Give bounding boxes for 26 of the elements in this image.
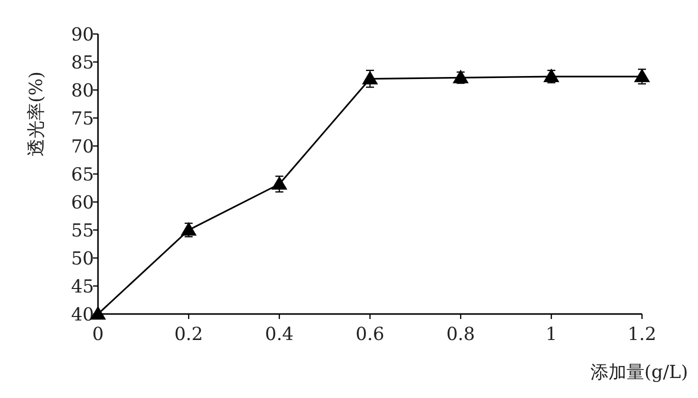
x-tick-label: 0 bbox=[92, 324, 104, 345]
x-tick-label: 0.4 bbox=[265, 324, 294, 345]
y-tick-label: 70 bbox=[71, 136, 94, 158]
x-axis-title: 添加量(g/L) bbox=[590, 362, 688, 383]
x-tick-label: 0.8 bbox=[446, 324, 475, 345]
point bbox=[362, 70, 378, 84]
y-tick-label: 45 bbox=[71, 276, 94, 298]
x-tick-label: 1 bbox=[546, 324, 558, 345]
y-axis-title: 透光率(%) bbox=[26, 71, 47, 157]
y-tick-label: 65 bbox=[71, 164, 94, 186]
point bbox=[634, 68, 650, 82]
y-tick-label: 40 bbox=[71, 304, 94, 326]
point bbox=[543, 68, 560, 82]
point bbox=[180, 222, 197, 236]
y-tick-label: 90 bbox=[71, 24, 94, 46]
x-tick-label: 1.2 bbox=[628, 324, 656, 345]
y-tick-label: 75 bbox=[71, 108, 94, 130]
y-tick-label: 55 bbox=[71, 220, 94, 242]
point bbox=[271, 176, 288, 190]
x-tick-label: 0.2 bbox=[174, 324, 203, 345]
y-tick-label: 50 bbox=[71, 248, 94, 270]
x-tick-label: 0.6 bbox=[356, 324, 384, 345]
y-tick-label: 80 bbox=[71, 80, 94, 102]
y-tick-label: 85 bbox=[71, 52, 94, 74]
point bbox=[452, 70, 469, 84]
y-tick-label: 60 bbox=[71, 192, 94, 214]
